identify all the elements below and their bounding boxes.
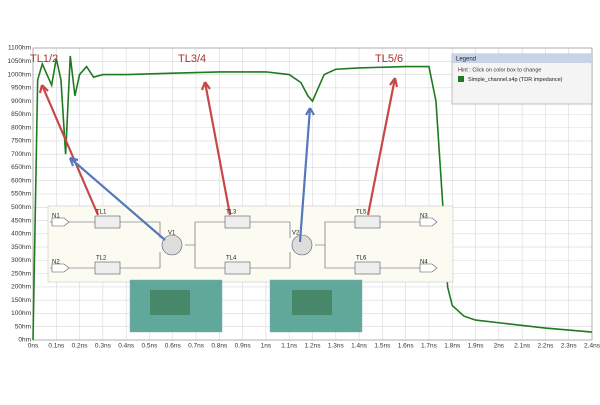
x-tick-label: 1.9ns [468,343,485,350]
y-tick-label: 450hm [11,217,31,224]
x-tick-label: 1.8ns [444,343,461,350]
y-tick-label: 750hm [11,138,31,145]
x-tick-label: 0.3ns [95,343,112,350]
x-tick-label: 1.7ns [421,343,438,350]
x-tick-label: 2.4ns [584,343,600,350]
legend-entry: Simple_channel.s4p (TDR impedance) [468,77,563,83]
schematic-label: TL3 [226,210,237,216]
schematic [47,205,454,333]
y-tick-label: 200hm [11,284,31,291]
arrows [38,77,399,243]
x-tick-label: 0.6ns [165,343,182,350]
y-tick-label: 1050hm [8,58,32,65]
x-tick-label: 0.5ns [142,343,159,350]
legend-swatch[interactable] [458,76,464,82]
y-tick-label: 900hm [11,98,31,105]
annotation: TL5/6 [375,53,403,65]
y-tick-label: 350hm [11,244,31,251]
x-tick-label: 1.6ns [398,343,415,350]
y-tick-label: 250hm [11,270,31,277]
x-tick-label: 0.9ns [235,343,252,350]
schematic-label: N4 [420,260,428,266]
x-tick-label: 1ns [261,343,272,350]
y-tick-label: 600hm [11,177,31,184]
y-tick-label: 500hm [11,204,31,211]
y-tick-label: 0hm [18,337,31,344]
schematic-label: V2 [292,231,300,237]
x-tick-label: 2ns [494,343,505,350]
annotation: TL1/2 [30,53,58,65]
y-tick-label: 100hm [11,310,31,317]
x-tick-label: 2.3ns [561,343,578,350]
x-tick-label: 0.8ns [211,343,228,350]
y-tick-label: 650hm [11,164,31,171]
x-tick-label: 1.2ns [305,343,322,350]
y-tick-label: 700hm [11,151,31,158]
y-tick-label: 300hm [11,257,31,264]
x-tick-label: 0.1ns [48,343,65,350]
schematic-label: TL6 [356,256,367,262]
schematic-label: TL1 [96,210,107,216]
y-tick-label: 550hm [11,191,31,198]
schematic-label: TL2 [96,256,107,262]
x-tick-label: 1.3ns [328,343,345,350]
y-tick-label: 150hm [11,297,31,304]
x-tick-label: 0.4ns [118,343,135,350]
y-tick-label: 850hm [11,111,31,118]
y-tick-label: 800hm [11,124,31,131]
y-tick-label: 1000hm [8,71,32,78]
schematic-label: TL4 [226,256,237,262]
y-tick-label: 50hm [15,323,31,330]
schematic-label: N3 [420,214,428,220]
plot-frame [32,47,593,341]
x-tick-label: 1.4ns [351,343,368,350]
x-tick-label: 1.5ns [374,343,391,350]
annotation: TL3/4 [178,53,206,65]
legend-hint: Hint : Click on color box to change [458,67,541,73]
schematic-label: N1 [52,214,60,220]
x-tick-label: 1.1ns [281,343,298,350]
x-tick-label: 0.2ns [72,343,89,350]
y-tick-label: 950hm [11,85,31,92]
schematic-label: N2 [52,260,60,266]
legend-title: Legend [456,57,476,63]
legend: Legend Hint : Click on color box to chan… [451,53,593,105]
x-tick-label: 2.2ns [537,343,554,350]
data-line [32,55,593,341]
y-tick-label: 1100hm [8,45,31,52]
x-tick-label: 2.1ns [514,343,531,350]
x-tick-label: 0.7ns [188,343,205,350]
schematic-label: TL5 [356,210,367,216]
x-tick-label: 0ns [28,343,39,350]
y-tick-label: 400hm [11,231,31,238]
schematic-label: V1 [168,231,176,237]
